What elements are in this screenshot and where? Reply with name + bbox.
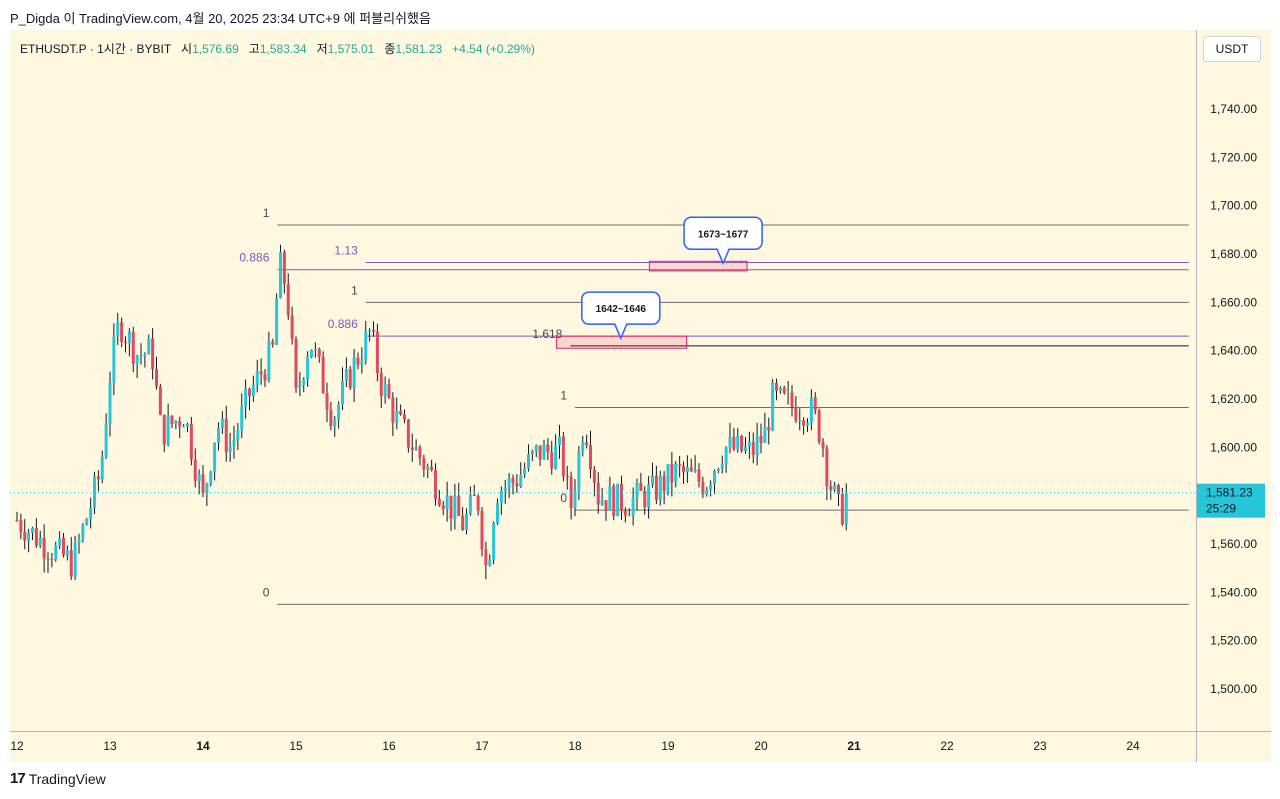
currency-selector[interactable]: USDT [1203,36,1261,62]
time-axis[interactable] [10,731,1196,762]
open-label: 시 [181,42,193,56]
tradingview-logo[interactable]: 17 TradingView [10,770,106,787]
publish-info-text: P_Digda 이 TradingView.com, 4월 20, 2025 2… [10,11,431,26]
low-label: 저 [316,42,328,56]
tradingview-brand: TradingView [28,770,106,787]
high-value: 1,583.34 [259,42,307,56]
symbol-title[interactable]: ETHUSDT.P · 1시간 · BYBIT [20,42,171,56]
open-value: 1,576.69 [192,42,239,56]
price-axis[interactable] [1196,30,1271,731]
chart-pane[interactable] [10,30,1196,731]
tradingview-logo-icon: 17 [10,770,26,787]
publish-header: P_Digda 이 TradingView.com, 4월 20, 2025 2… [0,0,1280,30]
low-value: 1,575.01 [327,42,375,56]
close-value: 1,581.23 [395,42,443,56]
axis-corner [1196,731,1271,762]
close-label: 종 [384,42,396,56]
high-label: 고 [248,42,260,56]
change-value: +4.54 (+0.29%) [452,42,535,56]
symbol-legend: ETHUSDT.P · 1시간 · BYBIT 시1,576.69 고1,583… [20,40,535,57]
